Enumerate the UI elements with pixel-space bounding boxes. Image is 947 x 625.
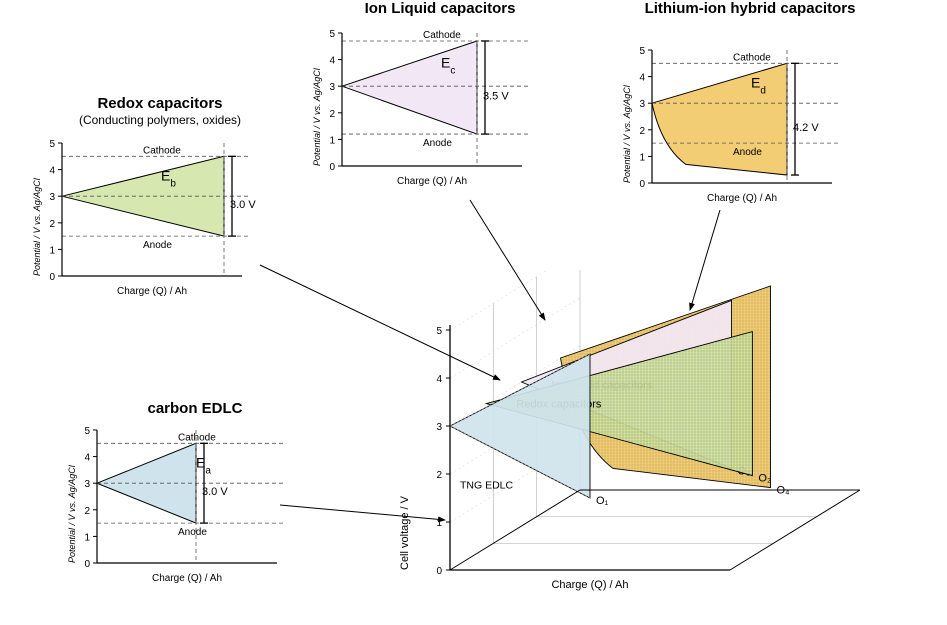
ytick-label: 5: [329, 29, 335, 40]
voltage-label: 3.5 V: [483, 91, 509, 103]
ytick-label: 5: [436, 326, 442, 337]
voltage-label: 3.0 V: [230, 199, 256, 211]
o-label: O₄: [777, 485, 791, 497]
ytick-label: 0: [436, 566, 442, 577]
oblique-y: [450, 298, 580, 378]
anode-label: Anode: [178, 527, 207, 538]
ytick-label: 3: [639, 99, 645, 110]
ytick-label: 5: [639, 46, 645, 57]
ytick-label: 1: [436, 518, 442, 529]
ytick-label: 3: [436, 422, 442, 433]
ytick-label: 1: [639, 152, 645, 163]
cathode-label: Cathode: [143, 145, 181, 156]
y-label: Potential / V vs. Ag/AgCl: [67, 464, 77, 563]
comp-xlabel: Charge (Q) / Ah: [551, 579, 628, 591]
ytick-label: 2: [639, 126, 645, 137]
x-label: Charge (Q) / Ah: [152, 573, 222, 584]
anode-label: Anode: [733, 147, 762, 158]
ytick-label: 4: [436, 374, 442, 385]
oblique-y: [450, 270, 580, 330]
ionliquid-chart: 0 1 2 3 4 5 Potential / V vs. Ag/AgCl Charge (Q…: [310, 25, 540, 190]
composite-chart: Lithium-ion capacitorsO₄Ion Liquid capac…: [380, 270, 920, 610]
y-label: Potential / V vs. Ag/AgCl: [32, 177, 42, 276]
panel-edlc: carbon EDLC 0 1 2 3 4 5 Potential / V vs. Ag/A…: [55, 400, 315, 620]
ytick-label: 0: [639, 179, 645, 190]
ytick-label: 4: [329, 56, 335, 67]
cathode-label: Cathode: [178, 432, 216, 443]
ytick-label: 3: [49, 192, 55, 203]
edlc-chart: 0 1 2 3 4 5 Potential / V vs. Ag/AgCl Charge (Q…: [65, 422, 295, 587]
y-label: Potential / V vs. Ag/AgCl: [622, 84, 632, 183]
ytick-label: 1: [49, 245, 55, 256]
ytick-label: 1: [84, 532, 90, 543]
redox-chart: 0 1 2 3 4 5 Potential / V vs. Ag/AgCl Charge (Q…: [30, 135, 260, 300]
ytick-label: 0: [49, 272, 55, 283]
shape: [652, 63, 787, 175]
voltage-label: 3.0 V: [202, 486, 228, 498]
x-label: Charge (Q) / Ah: [707, 193, 777, 204]
anode-label: Anode: [423, 138, 452, 149]
ytick-label: 2: [49, 219, 55, 230]
cathode-label: Cathode: [423, 30, 461, 41]
edlc-title: carbon EDLC: [115, 400, 275, 417]
ytick-label: 3: [84, 479, 90, 490]
panel-redox: Redox capacitors (Conducting polymers, o…: [20, 95, 280, 315]
z-axis2: [730, 490, 860, 570]
ytick-label: 5: [49, 139, 55, 150]
panel-ionliquid: Ion Liquid capacitors 0 1 2 3 4 5 Potential / …: [300, 0, 560, 220]
ytick-label: 0: [84, 559, 90, 570]
comp-ylabel: Cell voltage / V: [399, 495, 411, 570]
redox-subtitle: (Conducting polymers, oxides): [60, 113, 260, 127]
anode-label: Anode: [143, 240, 172, 251]
voltage-label: 4.2 V: [793, 122, 819, 134]
ytick-label: 4: [84, 453, 90, 464]
ytick-label: 5: [84, 426, 90, 437]
ytick-label: 3: [329, 82, 335, 93]
x-label: Charge (Q) / Ah: [397, 176, 467, 187]
ytick-label: 0: [329, 162, 335, 173]
o-label: O₂: [758, 473, 771, 485]
lihybrid-title: Lithium-ion hybrid capacitors: [640, 0, 860, 18]
ytick-label: 4: [49, 166, 55, 177]
cathode-label: Cathode: [733, 52, 771, 63]
o-label: O₁: [596, 495, 609, 507]
z-axis: [450, 490, 580, 570]
shape: [342, 41, 477, 134]
ionliquid-title: Ion Liquid capacitors: [340, 0, 540, 17]
ytick-label: 2: [329, 109, 335, 120]
ytick-label: 2: [436, 470, 442, 481]
ytick-label: 2: [84, 506, 90, 517]
x-label: Charge (Q) / Ah: [117, 286, 187, 297]
edlc-layer-label: TNG EDLC: [460, 479, 514, 491]
layer: [450, 354, 590, 498]
ytick-label: 4: [639, 73, 645, 84]
lihybrid-chart: 0 1 2 3 4 5 Potential / V vs. Ag/AgCl Charge (Q…: [620, 42, 850, 207]
panel-composite: Lithium-ion capacitorsO₄Ion Liquid capac…: [380, 270, 920, 610]
panel-lihybrid: Lithium-ion hybrid capacitors 0 1 2 3 4 5 Pote…: [610, 0, 890, 220]
y-label: Potential / V vs. Ag/AgCl: [312, 67, 322, 166]
redox-title: Redox capacitors: [70, 95, 250, 112]
ytick-label: 1: [329, 135, 335, 146]
